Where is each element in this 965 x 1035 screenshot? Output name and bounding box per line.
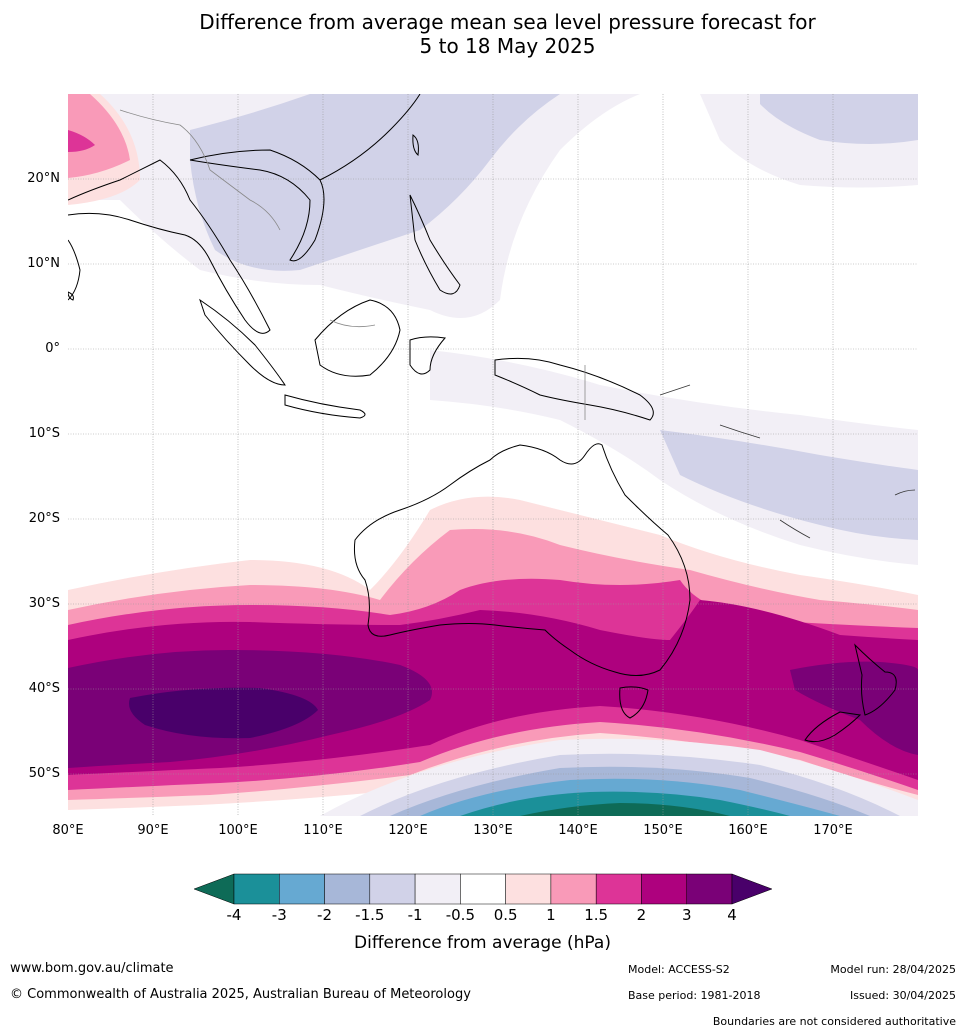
borneo-coastline	[314, 299, 401, 377]
colorbar-tick-label: 4	[727, 906, 737, 924]
colorbar-tick-label: -1	[407, 906, 423, 924]
longitude-label: 150°E	[643, 823, 683, 838]
new-zealand-south-coastline	[804, 711, 862, 743]
latitude-label: 0°	[45, 340, 60, 356]
anomaly-region-minus-1-pacific	[660, 430, 918, 540]
footer-copyright: © Commonwealth of Australia 2025, Austra…	[10, 987, 471, 1002]
colorbar-swatch	[414, 873, 461, 905]
new-guinea-coastline	[494, 357, 654, 421]
colorbar-tick-label: 1.5	[584, 906, 609, 924]
coastlines	[68, 94, 897, 743]
colorbar-title: Difference from average (hPa)	[354, 933, 611, 953]
colorbar-tick-label: -1.5	[355, 906, 385, 924]
longitude-label: 140°E	[558, 823, 598, 838]
colorbar-swatch	[595, 873, 642, 905]
longitude-label: 90°E	[137, 823, 169, 838]
colorbar-swatch	[233, 873, 280, 905]
colorbar-swatch	[641, 873, 687, 905]
longitude-label: 130°E	[473, 823, 513, 838]
latitude-label: 40°S	[28, 680, 60, 696]
colorbar-swatch	[550, 873, 597, 905]
sri-lanka-coastline	[68, 291, 74, 301]
anomaly-region-plus-3-east	[790, 661, 918, 755]
national-borders	[119, 109, 586, 420]
latitude-label: 10°N	[27, 255, 60, 271]
philippines-coastline	[409, 194, 461, 295]
anomaly-region-minus-1-north	[190, 94, 560, 271]
pressure-anomaly-map	[68, 94, 918, 816]
new-zealand-north-coastline	[854, 643, 897, 716]
taiwan-coastline	[412, 134, 419, 156]
footer-disclaimer: Boundaries are not considered authoritat…	[712, 1015, 956, 1028]
java-coastline	[284, 394, 366, 419]
colorbar-tick-label: 1	[546, 906, 556, 924]
longitude-label: 110°E	[303, 823, 343, 838]
colorbar-swatch	[279, 873, 325, 905]
colorbar-tick-label: -0.5	[445, 906, 475, 924]
map-title: Difference from average mean sea level p…	[0, 10, 965, 58]
colorbar-tick-label: 3	[681, 906, 692, 924]
anomaly-region-plus-1-5-north-west	[68, 130, 95, 152]
latitude-label: 30°S	[28, 595, 60, 611]
tasmania-coastline	[619, 686, 649, 719]
footer-model-run: Model run: 28/04/2025	[830, 963, 956, 976]
anomaly-region-minus-1-5-northeast	[760, 94, 918, 144]
longitude-label: 100°E	[218, 823, 258, 838]
longitude-label: 170°E	[813, 823, 853, 838]
sumatra-coastline	[199, 298, 286, 386]
colorbar-extend-low	[193, 873, 235, 905]
longitude-label: 120°E	[388, 823, 428, 838]
colorbar-tick-label: -2	[317, 906, 333, 924]
colorbar-tick-label: 0.5	[493, 906, 518, 924]
latitude-label: 20°S	[28, 510, 60, 526]
colorbar-swatch	[369, 873, 416, 905]
anomaly-region-plus-4	[129, 687, 318, 739]
longitude-label: 160°E	[728, 823, 768, 838]
colorbar-swatch	[460, 873, 506, 905]
colorbar-tick-label: 2	[636, 906, 647, 924]
sulawesi-coastline	[409, 336, 446, 375]
anomaly-region-minus-south-4	[520, 803, 730, 816]
map-gridlines	[68, 94, 918, 816]
colorbar-swatch	[324, 873, 371, 905]
colorbar-extend-high	[731, 873, 773, 905]
colorbar-swatch	[505, 873, 552, 905]
longitude-label: 80°E	[52, 823, 84, 838]
pacific-islands	[659, 384, 916, 539]
india-coastline	[68, 239, 81, 301]
footer-base-period: Base period: 1981-2018	[628, 989, 761, 1002]
footer-issued: Issued: 30/04/2025	[849, 989, 956, 1002]
title-line-2: 5 to 18 May 2025	[419, 34, 596, 58]
title-line-1: Difference from average mean sea level p…	[199, 10, 816, 34]
anomaly-region-plus-1-north-west	[68, 94, 130, 178]
latitude-label: 10°S	[28, 425, 60, 441]
latitude-label: 50°S	[28, 765, 60, 781]
australia-coastline	[354, 443, 691, 676]
asia-mainland-coastline	[68, 94, 421, 334]
colorbar-tick-label: -3	[271, 906, 287, 924]
colorbar-tick-label: -4	[226, 906, 242, 924]
colorbar-swatch	[686, 873, 733, 905]
footer-website: www.bom.gov.au/climate	[10, 961, 174, 976]
footer-model: Model: ACCESS-S2	[628, 963, 730, 976]
latitude-label: 20°N	[27, 170, 60, 186]
